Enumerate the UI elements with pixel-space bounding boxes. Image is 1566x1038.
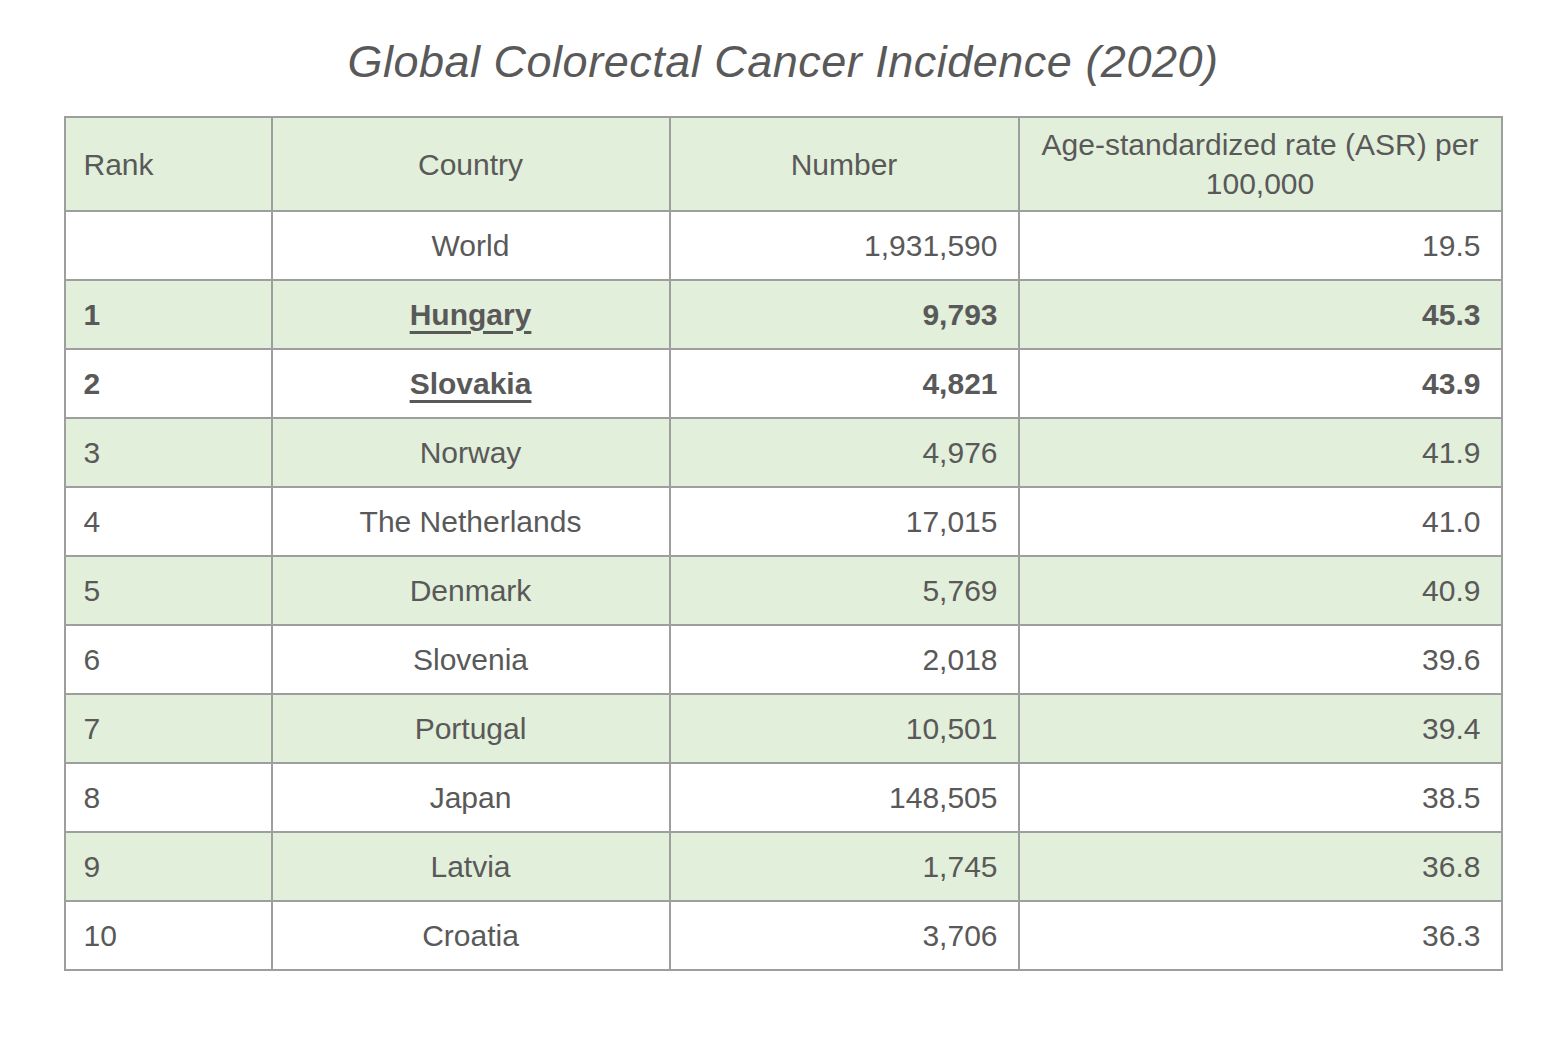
incidence-table: Rank Country Number Age-standardized rat… xyxy=(64,116,1503,971)
table-row: 4 The Netherlands 17,01541.0 xyxy=(65,487,1502,556)
table-row: 3 Norway 4,97641.9 xyxy=(65,418,1502,487)
country-cell: Latvia xyxy=(272,832,670,901)
asr-cell: 36.3 xyxy=(1019,901,1502,970)
country-label: The Netherlands xyxy=(360,505,582,538)
number-cell: 148,505 xyxy=(670,763,1019,832)
rank-cell: 9 xyxy=(65,832,272,901)
country-cell: Slovenia xyxy=(272,625,670,694)
table-row: 8 Japan 148,50538.5 xyxy=(65,763,1502,832)
asr-cell: 36.8 xyxy=(1019,832,1502,901)
country-cell: World xyxy=(272,211,670,280)
rank-cell xyxy=(65,211,272,280)
rank-cell: 5 xyxy=(65,556,272,625)
rank-cell: 1 xyxy=(65,280,272,349)
asr-cell: 38.5 xyxy=(1019,763,1502,832)
rank-cell: 8 xyxy=(65,763,272,832)
asr-cell: 43.9 xyxy=(1019,349,1502,418)
number-cell: 10,501 xyxy=(670,694,1019,763)
asr-cell: 41.0 xyxy=(1019,487,1502,556)
number-cell: 4,976 xyxy=(670,418,1019,487)
country-label: Portugal xyxy=(415,712,527,745)
country-cell: The Netherlands xyxy=(272,487,670,556)
country-cell: Portugal xyxy=(272,694,670,763)
asr-cell: 40.9 xyxy=(1019,556,1502,625)
country-label: Slovenia xyxy=(413,643,528,676)
number-cell: 4,821 xyxy=(670,349,1019,418)
table-row: World 1,931,59019.5 xyxy=(65,211,1502,280)
number-cell: 1,931,590 xyxy=(670,211,1019,280)
country-label: Hungary xyxy=(410,298,532,331)
country-label: Slovakia xyxy=(410,367,532,400)
country-cell: Denmark xyxy=(272,556,670,625)
country-cell: Hungary xyxy=(272,280,670,349)
rank-cell: 4 xyxy=(65,487,272,556)
header-row: Rank Country Number Age-standardized rat… xyxy=(65,117,1502,211)
asr-cell: 19.5 xyxy=(1019,211,1502,280)
rank-cell: 2 xyxy=(65,349,272,418)
rank-cell: 6 xyxy=(65,625,272,694)
number-cell: 5,769 xyxy=(670,556,1019,625)
country-label: Croatia xyxy=(422,919,519,952)
country-label: Norway xyxy=(420,436,522,469)
number-cell: 3,706 xyxy=(670,901,1019,970)
table-row: 9 Latvia 1,74536.8 xyxy=(65,832,1502,901)
column-header-country: Country xyxy=(272,117,670,211)
column-header-asr: Age-standardized rate (ASR) per 100,000 xyxy=(1019,117,1502,211)
table-body: World 1,931,59019.5 1 Hungary 9,79345.3 2 Slov… xyxy=(65,211,1502,970)
number-cell: 1,745 xyxy=(670,832,1019,901)
table-row: 1 Hungary 9,79345.3 xyxy=(65,280,1502,349)
country-cell: Japan xyxy=(272,763,670,832)
column-header-rank: Rank xyxy=(65,117,272,211)
country-label: World xyxy=(432,229,510,262)
table-row: 2 Slovakia 4,82143.9 xyxy=(65,349,1502,418)
rank-cell: 10 xyxy=(65,901,272,970)
asr-cell: 39.6 xyxy=(1019,625,1502,694)
slide: Global Colorectal Cancer Incidence (2020… xyxy=(0,0,1566,1038)
number-cell: 2,018 xyxy=(670,625,1019,694)
number-cell: 9,793 xyxy=(670,280,1019,349)
country-label: Denmark xyxy=(410,574,532,607)
column-header-number: Number xyxy=(670,117,1019,211)
table-row: 7 Portugal 10,50139.4 xyxy=(65,694,1502,763)
country-cell: Slovakia xyxy=(272,349,670,418)
country-label: Latvia xyxy=(430,850,510,883)
asr-cell: 39.4 xyxy=(1019,694,1502,763)
country-cell: Croatia xyxy=(272,901,670,970)
table-row: 5 Denmark 5,76940.9 xyxy=(65,556,1502,625)
country-label: Japan xyxy=(430,781,512,814)
asr-cell: 45.3 xyxy=(1019,280,1502,349)
page-title: Global Colorectal Cancer Incidence (2020… xyxy=(0,36,1566,88)
asr-cell: 41.9 xyxy=(1019,418,1502,487)
number-cell: 17,015 xyxy=(670,487,1019,556)
rank-cell: 7 xyxy=(65,694,272,763)
table-row: 6 Slovenia 2,01839.6 xyxy=(65,625,1502,694)
country-cell: Norway xyxy=(272,418,670,487)
table-row: 10 Croatia 3,70636.3 xyxy=(65,901,1502,970)
rank-cell: 3 xyxy=(65,418,272,487)
